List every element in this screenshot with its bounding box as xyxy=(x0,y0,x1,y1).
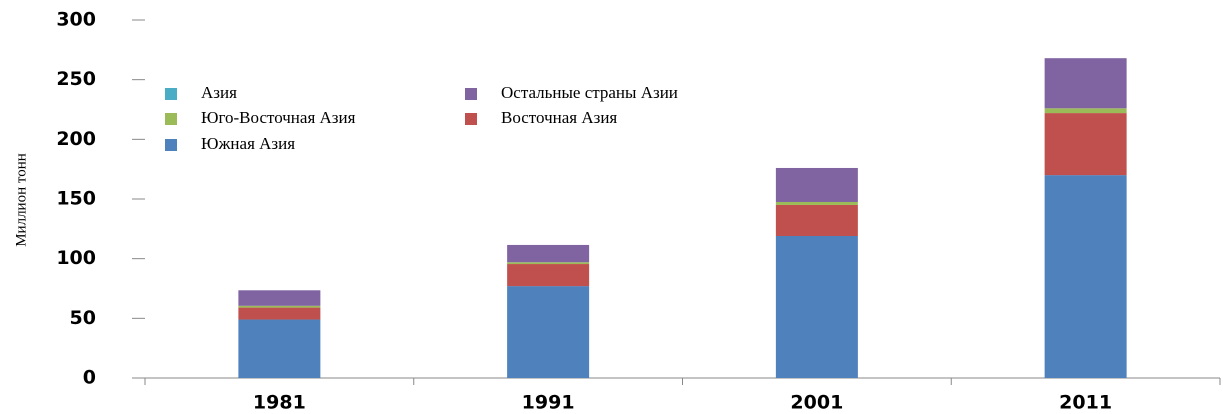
legend-swatch xyxy=(165,88,177,100)
bar-segment xyxy=(775,235,858,378)
bar-segment xyxy=(238,307,321,320)
legend-swatch xyxy=(165,113,177,125)
y-tick-label: 150 xyxy=(56,188,96,210)
bar-segment xyxy=(238,290,321,306)
legend-label: Восточная Азия xyxy=(501,108,617,127)
x-tick-label: 2001 xyxy=(790,392,843,414)
y-tick-label: 100 xyxy=(56,247,96,269)
bar-segment xyxy=(775,204,858,236)
legend-swatch xyxy=(165,139,177,151)
y-tick-label: 300 xyxy=(56,9,96,31)
bar-segment xyxy=(238,319,321,378)
bar-segment xyxy=(507,262,590,265)
bar-segment xyxy=(775,167,858,202)
bar-segment xyxy=(1044,108,1127,114)
bar-segment xyxy=(1044,175,1127,378)
legend-swatch xyxy=(465,88,477,100)
legend-label: Остальные страны Азии xyxy=(501,83,678,102)
x-tick-label: 1991 xyxy=(522,392,575,414)
bar-segment xyxy=(1044,113,1127,176)
y-tick-label: 0 xyxy=(83,367,96,389)
y-axis-title: Миллион тонн xyxy=(13,153,29,247)
legend-label: Юго-Восточная Азия xyxy=(201,108,356,127)
x-tick-label: 2011 xyxy=(1059,392,1112,414)
y-tick-label: 250 xyxy=(56,68,96,90)
legend-label: Азия xyxy=(201,83,237,102)
bar-segment xyxy=(507,264,590,287)
bar-segment xyxy=(775,201,858,205)
bar-segment xyxy=(507,244,590,263)
y-tick-label: 200 xyxy=(56,128,96,150)
bar-segment xyxy=(1044,58,1127,109)
legend-swatch xyxy=(465,113,477,125)
x-tick-label: 1981 xyxy=(253,392,306,414)
bar-segment xyxy=(507,286,590,378)
y-tick-label: 50 xyxy=(70,307,96,329)
bar-segment xyxy=(238,305,321,308)
legend-label: Южная Азия xyxy=(201,134,295,153)
